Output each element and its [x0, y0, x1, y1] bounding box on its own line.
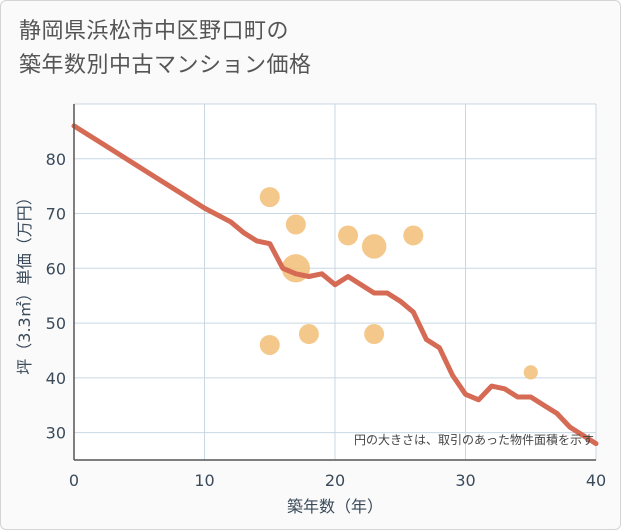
y-tick-label: 60 [46, 259, 66, 278]
x-tick-label: 10 [194, 471, 214, 490]
data-point [361, 234, 387, 259]
tick-labels: 0 10 20 30 40 30 40 50 60 70 80 [46, 150, 607, 490]
title-line-2: 築年数別中古マンション価格 [19, 53, 312, 78]
x-tick-label: 20 [325, 471, 345, 490]
y-tick-label: 30 [46, 424, 66, 443]
data-point [285, 214, 306, 235]
y-axis-label: 坪（3.3㎡）単価（万円） [15, 189, 34, 374]
trend-line [71, 123, 599, 447]
data-point [364, 324, 385, 345]
trend-layer [71, 123, 599, 447]
title-line-1: 静岡県浜松市中区野口町の [19, 19, 290, 44]
data-points [259, 187, 538, 380]
axes [73, 104, 596, 461]
data-point [259, 187, 280, 208]
y-tick-label: 50 [46, 314, 66, 333]
page-title: 静岡県浜松市中区野口町の 築年数別中古マンション価格 [19, 15, 312, 83]
y-tick-label: 80 [46, 150, 66, 169]
data-point [259, 334, 280, 355]
data-point [523, 365, 538, 380]
x-axis-label: 築年数（年） [287, 497, 383, 516]
x-tick-label: 0 [69, 471, 79, 490]
y-tick-label: 40 [46, 369, 66, 388]
data-point [338, 225, 359, 246]
y-tick-label: 70 [46, 205, 66, 224]
x-tick-label: 40 [586, 471, 606, 490]
size-note: 円の大きさは、取引のあった物件面積を示す [354, 432, 594, 447]
data-point [403, 225, 424, 246]
data-point [298, 324, 319, 345]
x-tick-label: 30 [455, 471, 475, 490]
